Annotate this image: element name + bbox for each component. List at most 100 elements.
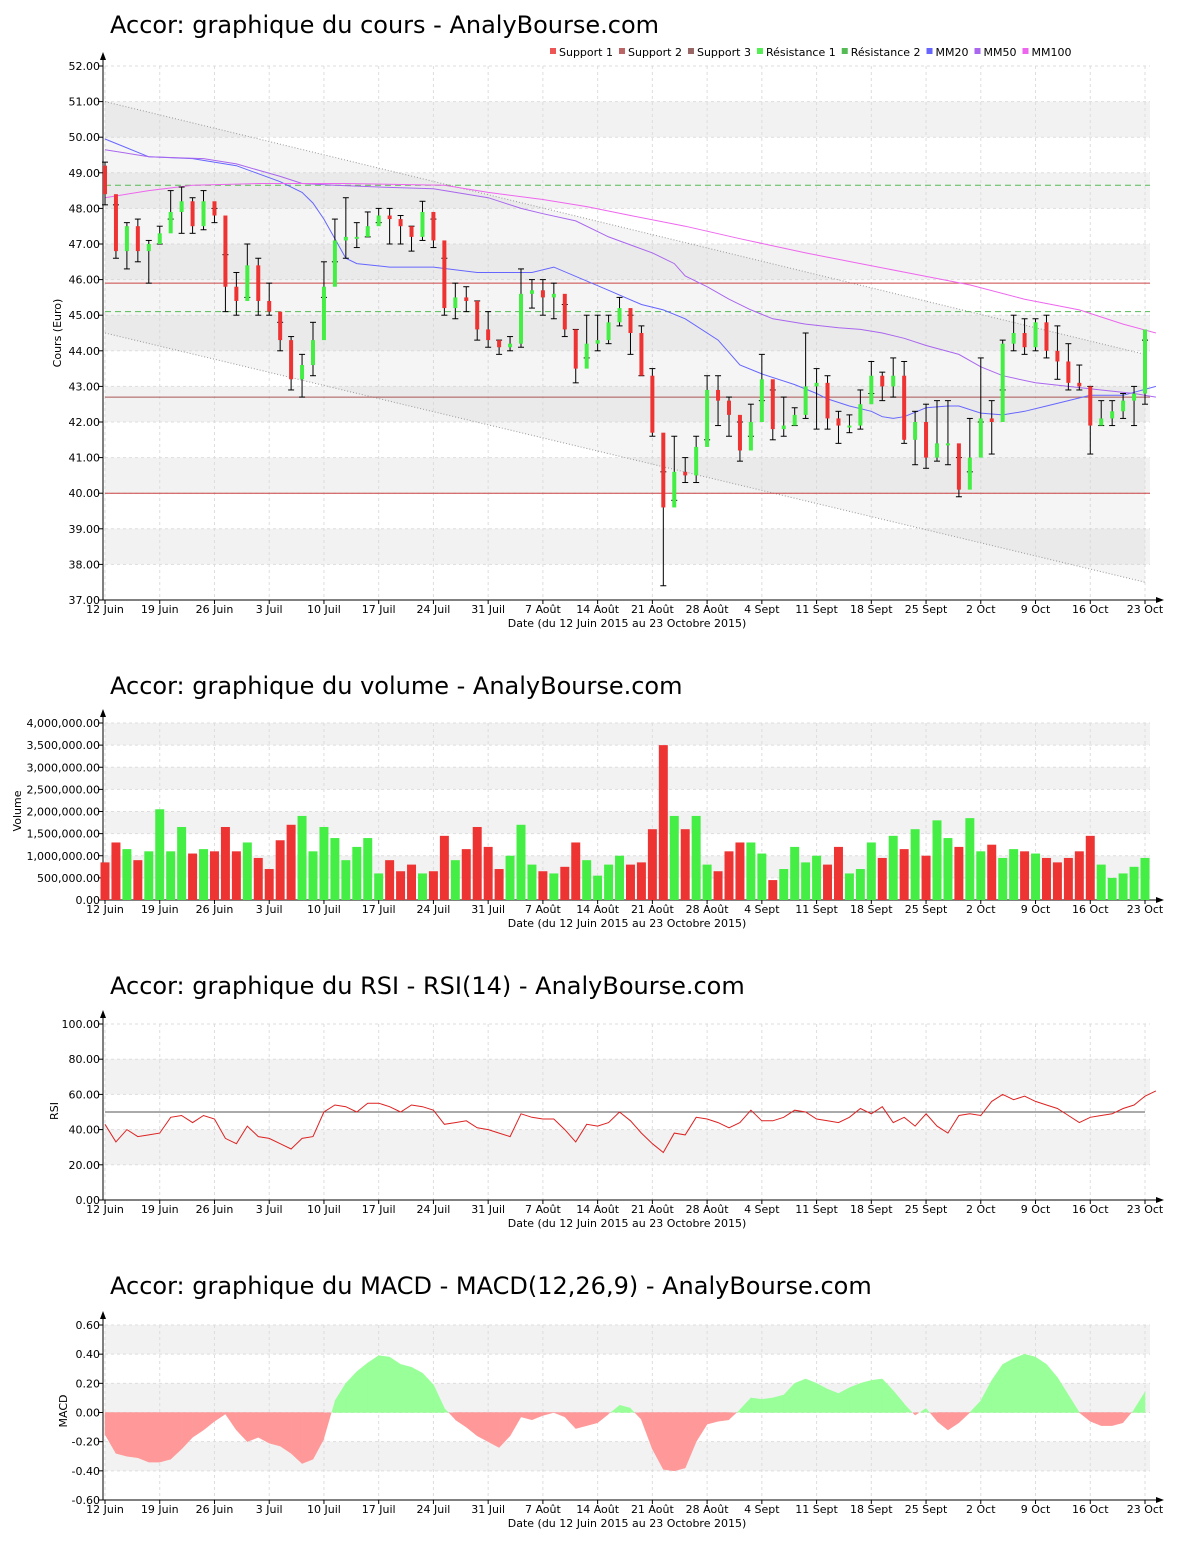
volume-bar xyxy=(396,871,406,900)
macd-histogram-segment xyxy=(531,1412,544,1421)
candle-body xyxy=(332,240,337,287)
candle-body xyxy=(486,329,491,341)
rsi-x-tick-label: 19 Juin xyxy=(141,1203,179,1216)
volume-bar xyxy=(899,849,909,900)
volume-bar xyxy=(286,824,296,900)
volume-bar xyxy=(669,815,679,900)
volume-bar xyxy=(220,826,230,900)
volume-bar xyxy=(428,871,438,900)
macd-x-tick-label: 16 Oct xyxy=(1072,1503,1109,1516)
macd-histogram-segment xyxy=(509,1412,522,1437)
volume-bar xyxy=(571,842,581,900)
candle-body xyxy=(803,386,808,415)
macd-histogram-segment xyxy=(236,1412,248,1443)
macd-histogram-segment xyxy=(936,1412,949,1431)
volume-bar xyxy=(330,838,340,900)
price-xlabel: Date (du 12 Juin 2015 au 23 Octobre 2015… xyxy=(508,617,747,630)
price-grid-band xyxy=(105,244,1150,280)
candle-body xyxy=(300,365,305,380)
volume-bar xyxy=(374,873,384,900)
candle-body xyxy=(573,329,578,369)
macd-x-tick-label: 14 Août xyxy=(576,1503,620,1516)
volume-y-tick-label: 1,000,000.00 xyxy=(27,850,100,863)
macd-histogram-segment xyxy=(148,1412,160,1463)
candle-body xyxy=(135,226,140,252)
price-x-tick-label: 21 Août xyxy=(631,603,675,616)
volume-bar xyxy=(921,855,931,900)
volume-y-tick-label: 500,000.00 xyxy=(37,872,100,885)
price-grid-band xyxy=(105,457,1150,494)
candle-body xyxy=(508,343,513,348)
volume-x-tick-label: 17 Juil xyxy=(362,903,396,916)
rsi-x-tick-label: 11 Sept xyxy=(795,1203,838,1216)
volume-bar xyxy=(417,873,427,900)
price-y-tick-label: 47.00 xyxy=(69,238,101,251)
macd-histogram-segment xyxy=(849,1382,861,1413)
volume-bar xyxy=(855,869,865,900)
price-x-tick-label: 2 Oct xyxy=(966,603,996,616)
volume-bar xyxy=(615,855,625,900)
candle-body xyxy=(683,471,688,476)
macd-x-tick-label: 28 Août xyxy=(686,1503,730,1516)
price-x-tick-label: 12 Juin xyxy=(86,603,124,616)
price-x-tick-label: 3 Juil xyxy=(256,603,283,616)
volume-bar xyxy=(593,875,603,900)
candle-body xyxy=(453,297,458,309)
volume-bar xyxy=(724,851,734,900)
volume-bar xyxy=(505,855,515,900)
volume-bar xyxy=(1041,857,1051,900)
candle-body xyxy=(595,340,600,344)
volume-bar xyxy=(122,849,132,900)
macd-histogram-segment xyxy=(919,1408,927,1413)
candle-body xyxy=(1143,329,1147,394)
price-x-tick-label: 26 Juin xyxy=(196,603,234,616)
candle-body xyxy=(256,265,261,301)
volume-bar xyxy=(549,873,559,900)
volume-bar xyxy=(844,873,854,900)
candle-body xyxy=(748,422,753,451)
price-x-tick-label: 14 Août xyxy=(576,603,620,616)
volume-x-tick-label: 14 Août xyxy=(576,903,620,916)
volume-bar xyxy=(636,862,646,900)
macd-y-tick-label: 0.20 xyxy=(76,1377,101,1390)
volume-x-axis-arrow xyxy=(1156,897,1164,903)
price-x-tick-label: 23 Oct xyxy=(1127,603,1164,616)
legend-swatch xyxy=(550,48,556,54)
volume-bar xyxy=(231,851,241,900)
rsi-x-tick-label: 14 Août xyxy=(576,1203,620,1216)
legend-label: MM50 xyxy=(984,46,1017,59)
macd-histogram-segment xyxy=(159,1412,171,1463)
trend-channel-lower-line xyxy=(104,332,1146,583)
macd-x-tick-label: 7 Août xyxy=(525,1503,562,1516)
price-x-tick-label: 10 Juil xyxy=(307,603,341,616)
candle-body xyxy=(464,297,469,301)
macd-histogram-segment xyxy=(608,1412,611,1414)
rsi-x-tick-label: 24 Juil xyxy=(417,1203,451,1216)
volume-x-tick-label: 23 Oct xyxy=(1127,903,1164,916)
candle-body xyxy=(945,443,950,446)
trend-channel-area xyxy=(105,101,1145,583)
candle-body xyxy=(617,308,622,323)
price-grid-band xyxy=(105,528,1150,565)
macd-x-tick-label: 26 Juin xyxy=(196,1503,234,1516)
macd-x-tick-label: 24 Juil xyxy=(417,1503,451,1516)
legend-label: Support 2 xyxy=(628,46,682,59)
candle-body xyxy=(935,443,939,458)
candle-body xyxy=(672,471,677,508)
macd-histogram-segment xyxy=(794,1378,806,1413)
candle-body xyxy=(179,201,184,212)
candle-body xyxy=(1055,350,1060,362)
legend-swatch xyxy=(1022,48,1029,54)
volume-bar xyxy=(746,842,756,900)
trend-channel-upper-line xyxy=(104,101,1146,355)
volume-bar xyxy=(450,860,460,900)
macd-x-tick-label: 2 Oct xyxy=(966,1503,996,1516)
volume-bar xyxy=(812,855,822,900)
macd-histogram-segment xyxy=(1013,1353,1025,1413)
price-x-tick-label: 25 Sept xyxy=(905,603,948,616)
macd-histogram-segment xyxy=(378,1355,390,1413)
macd-histogram-segment xyxy=(444,1408,449,1413)
volume-bar xyxy=(1074,851,1084,900)
candle-body xyxy=(858,404,863,426)
volume-x-tick-label: 31 Juil xyxy=(471,903,505,916)
